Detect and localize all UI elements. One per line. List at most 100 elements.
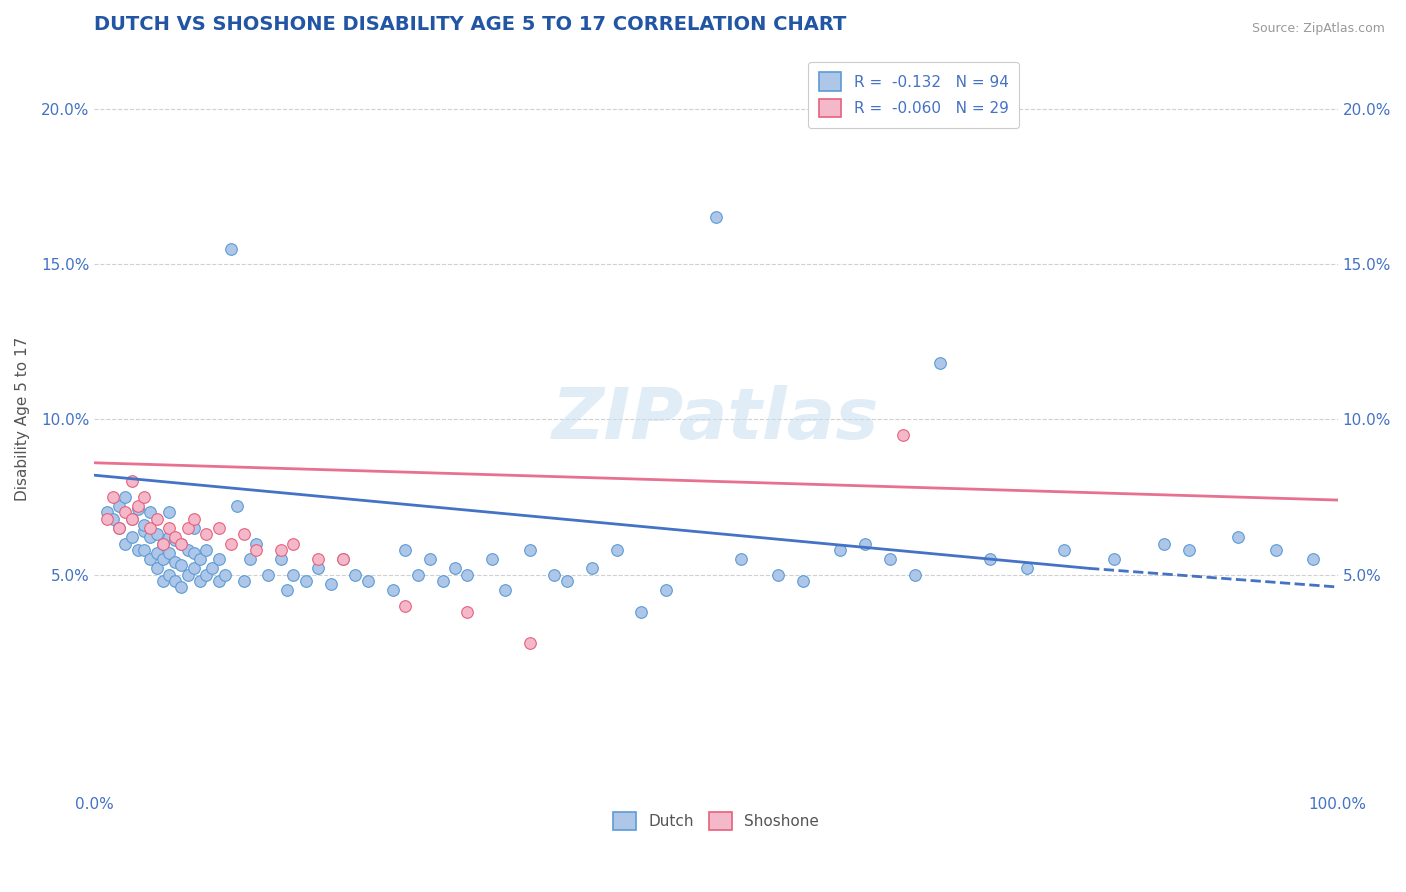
Point	[195, 567, 218, 582]
Point	[157, 506, 180, 520]
Point	[239, 552, 262, 566]
Point	[145, 546, 167, 560]
Point	[121, 530, 143, 544]
Point	[456, 605, 478, 619]
Point	[152, 536, 174, 550]
Point	[208, 521, 231, 535]
Point	[494, 583, 516, 598]
Point	[226, 500, 249, 514]
Point	[1302, 552, 1324, 566]
Point	[183, 546, 205, 560]
Point	[1177, 542, 1199, 557]
Point	[543, 567, 565, 582]
Point	[419, 552, 441, 566]
Point	[444, 561, 467, 575]
Text: ZIPatlas: ZIPatlas	[553, 384, 880, 454]
Point	[283, 536, 305, 550]
Text: DUTCH VS SHOSHONE DISABILITY AGE 5 TO 17 CORRELATION CHART: DUTCH VS SHOSHONE DISABILITY AGE 5 TO 17…	[94, 15, 846, 34]
Point	[394, 599, 416, 613]
Point	[152, 574, 174, 588]
Point	[132, 524, 155, 538]
Point	[157, 546, 180, 560]
Point	[208, 574, 231, 588]
Point	[165, 530, 187, 544]
Point	[101, 511, 124, 525]
Point	[132, 490, 155, 504]
Point	[188, 574, 211, 588]
Point	[928, 356, 950, 370]
Point	[853, 536, 876, 550]
Point	[276, 583, 298, 598]
Point	[170, 580, 193, 594]
Point	[1264, 542, 1286, 557]
Point	[176, 542, 198, 557]
Point	[121, 511, 143, 525]
Point	[101, 490, 124, 504]
Point	[170, 536, 193, 550]
Point	[307, 552, 329, 566]
Point	[145, 561, 167, 575]
Point	[555, 574, 578, 588]
Point	[219, 536, 242, 550]
Y-axis label: Disability Age 5 to 17: Disability Age 5 to 17	[15, 337, 30, 501]
Point	[606, 542, 628, 557]
Point	[332, 552, 354, 566]
Point	[183, 511, 205, 525]
Point	[245, 542, 267, 557]
Point	[214, 567, 236, 582]
Point	[127, 500, 149, 514]
Point	[270, 542, 292, 557]
Point	[768, 567, 790, 582]
Point	[319, 577, 342, 591]
Point	[519, 636, 541, 650]
Point	[208, 552, 231, 566]
Point	[195, 527, 218, 541]
Point	[165, 574, 187, 588]
Point	[157, 521, 180, 535]
Point	[891, 427, 914, 442]
Point	[127, 542, 149, 557]
Point	[245, 536, 267, 550]
Point	[170, 558, 193, 573]
Point	[257, 567, 280, 582]
Point	[344, 567, 367, 582]
Point	[139, 506, 162, 520]
Point	[730, 552, 752, 566]
Legend: Dutch, Shoshone: Dutch, Shoshone	[607, 805, 825, 837]
Point	[394, 542, 416, 557]
Point	[96, 506, 118, 520]
Point	[1015, 561, 1038, 575]
Point	[152, 552, 174, 566]
Point	[183, 561, 205, 575]
Point	[157, 567, 180, 582]
Point	[655, 583, 678, 598]
Point	[1102, 552, 1125, 566]
Point	[108, 521, 131, 535]
Point	[132, 517, 155, 532]
Point	[630, 605, 652, 619]
Point	[830, 542, 852, 557]
Point	[152, 536, 174, 550]
Point	[232, 574, 254, 588]
Point	[114, 490, 136, 504]
Point	[165, 555, 187, 569]
Point	[114, 506, 136, 520]
Point	[157, 530, 180, 544]
Point	[121, 511, 143, 525]
Point	[307, 561, 329, 575]
Point	[704, 211, 727, 225]
Point	[96, 511, 118, 525]
Point	[176, 521, 198, 535]
Point	[1227, 530, 1250, 544]
Point	[581, 561, 603, 575]
Point	[381, 583, 404, 598]
Point	[139, 530, 162, 544]
Point	[114, 536, 136, 550]
Point	[294, 574, 316, 588]
Point	[176, 567, 198, 582]
Point	[904, 567, 927, 582]
Point	[332, 552, 354, 566]
Point	[132, 542, 155, 557]
Point	[283, 567, 305, 582]
Point	[481, 552, 503, 566]
